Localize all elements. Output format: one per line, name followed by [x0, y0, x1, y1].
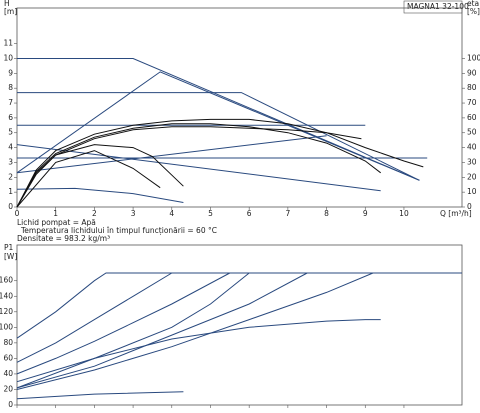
y-unit: [m]	[4, 7, 17, 16]
curve	[16, 272, 250, 383]
curve	[16, 123, 382, 208]
curve	[16, 150, 161, 208]
x-tick-label: 10	[399, 209, 409, 218]
y2-tick-label: 60	[467, 113, 477, 122]
x-tick-label: 2	[92, 209, 97, 218]
annotation: Lichid pompat = Apă	[17, 218, 96, 227]
y-tick-label: 5	[8, 128, 13, 137]
curve	[17, 58, 420, 181]
y-tick-label: 0	[8, 202, 13, 211]
annotation: Temperatura lichidului în timpul funcțio…	[20, 226, 217, 236]
x-tick-label: 3	[131, 209, 136, 218]
y-tick-label: 4	[8, 143, 13, 152]
y-tick-label: 8	[8, 83, 13, 92]
annotation: Densitate = 983.2 kg/m³	[17, 234, 110, 243]
y-tick-label: 10	[3, 53, 13, 62]
y-tick-label: 80	[3, 338, 13, 347]
curve	[16, 187, 184, 203]
curve	[16, 272, 231, 375]
curve	[16, 144, 381, 192]
x-tick-label: 0	[15, 209, 20, 218]
y-tick-label: 140	[0, 291, 13, 300]
x-tick-label: 4	[169, 209, 174, 218]
title-box	[403, 0, 463, 14]
y2-tick-label: 0	[467, 202, 472, 211]
x-label: Q [m³/h]	[440, 209, 472, 218]
y-tick-label: 6	[8, 113, 13, 122]
x-tick-label: 6	[247, 209, 252, 218]
x-tick-label: 9	[363, 209, 368, 218]
curve	[16, 272, 173, 363]
curve	[16, 391, 184, 400]
y2-tick-label: 50	[467, 128, 477, 137]
y-tick-label: 120	[0, 307, 13, 316]
y-tick-label: 9	[8, 68, 13, 77]
curve	[16, 118, 424, 208]
y-tick-label: 60	[3, 353, 13, 362]
y2-unit: [%]	[467, 7, 480, 16]
y-tick-label: 0	[8, 400, 13, 409]
y2-tick-label: 20	[467, 172, 477, 181]
curve	[16, 319, 381, 389]
x-tick-label: 1	[53, 209, 58, 218]
y-label: H	[4, 0, 10, 8]
y-tick-label: 40	[3, 369, 13, 378]
curve	[16, 71, 420, 181]
y2-tick-label: 30	[467, 157, 477, 166]
y2-tick-label: 80	[467, 83, 477, 92]
y2-tick-label: 10	[467, 187, 477, 196]
y2-tick-label: 40	[467, 143, 477, 152]
curve	[16, 272, 374, 390]
y-unit: [W]	[4, 252, 17, 261]
y2-tick-label: 100	[467, 53, 480, 62]
curve	[16, 272, 462, 339]
x-tick-label: 5	[208, 209, 213, 218]
y-tick-label: 20	[3, 384, 13, 393]
y-tick-label: 2	[8, 172, 13, 181]
y-tick-label: 11	[3, 39, 13, 48]
y-tick-label: 3	[8, 157, 13, 166]
plot-frame	[16, 7, 463, 208]
y2-tick-label: 70	[467, 98, 477, 107]
curve	[17, 92, 420, 181]
plot-frame	[16, 244, 463, 406]
y-tick-label: 160	[0, 276, 13, 285]
y-tick-label: 1	[8, 187, 13, 196]
curve	[16, 272, 308, 389]
curve	[16, 135, 327, 174]
y2-tick-label: 90	[467, 68, 477, 77]
chart-title: MAGNA1 32-100	[407, 2, 469, 11]
y-tick-label: 100	[0, 322, 13, 331]
x-tick-label: 7	[285, 209, 290, 218]
y2-label: eta	[467, 0, 479, 8]
y-label: P1	[4, 243, 14, 252]
y-tick-label: 7	[8, 98, 13, 107]
x-tick-label: 8	[324, 209, 329, 218]
curve	[16, 144, 184, 208]
